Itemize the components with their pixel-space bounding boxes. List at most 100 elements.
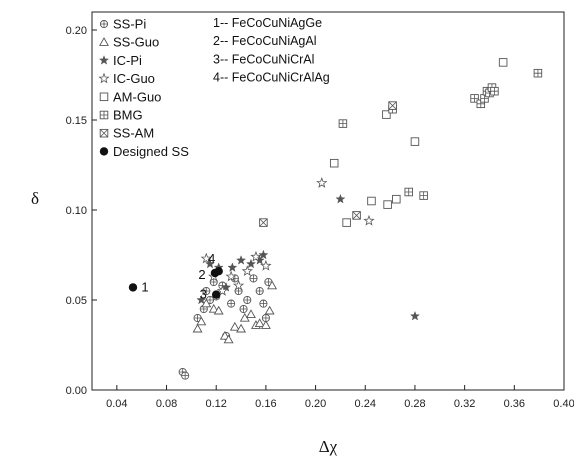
legend-label: SS-Guo [113, 35, 159, 50]
data-point [250, 250, 262, 262]
y-tick-label: 0.10 [66, 205, 87, 217]
data-point [219, 330, 230, 340]
y-tick-label: 0.20 [66, 25, 87, 37]
data-point [352, 211, 361, 220]
x-tick-label: 0.24 [355, 398, 376, 410]
x-tick-label: 0.12 [205, 398, 226, 410]
legend-marker [99, 19, 109, 29]
data-point [128, 283, 138, 292]
data-marks [128, 58, 543, 380]
point-annotation: 2 [198, 267, 205, 282]
data-point [316, 177, 328, 188]
data-point [388, 101, 397, 110]
y-tick-label: 0.05 [66, 295, 87, 307]
data-point [498, 58, 508, 67]
legend-label: IC-Pi [113, 53, 142, 68]
data-point [383, 200, 392, 209]
data-point [260, 320, 271, 329]
x-axis-title: Δχ [319, 437, 338, 456]
legend-marker [98, 55, 110, 65]
data-point [216, 285, 229, 296]
data-point [409, 310, 421, 321]
data-point [392, 194, 401, 204]
data-point [419, 191, 428, 200]
legend-label: IC-Guo [113, 71, 155, 86]
data-point [338, 119, 348, 128]
data-point [259, 299, 268, 308]
point-annotation: 1 [141, 279, 148, 294]
data-point [259, 218, 268, 227]
x-tick-label: 0.32 [454, 398, 475, 410]
series-designed-ss [128, 267, 223, 299]
legend-marker [99, 37, 109, 46]
data-point [200, 252, 212, 264]
composition-list: 1-- FeCoCuNiAgGe 2-- FeCoCuNiAgAl 3-- FeCo… [213, 16, 330, 85]
data-point [241, 265, 253, 277]
data-point [404, 187, 413, 197]
legend: SS-Pi SS-Guo IC-Pi IC-Guo AM-Guo BMG SS-AM Desi… [98, 17, 189, 159]
y-tick-label: 0.15 [66, 115, 87, 127]
data-point [192, 323, 203, 333]
data-point [329, 158, 339, 168]
data-point [208, 303, 219, 313]
legend-marker [99, 92, 109, 102]
data-point [212, 290, 221, 299]
data-point [363, 214, 375, 226]
data-point [214, 267, 223, 276]
data-point [223, 334, 234, 344]
y-tick-label: 0.00 [66, 385, 87, 397]
data-point [229, 321, 240, 331]
data-point [367, 196, 376, 206]
data-point [533, 68, 543, 78]
legend-label: BMG [113, 108, 143, 123]
x-tick-label: 0.20 [305, 398, 326, 410]
data-point [267, 280, 278, 290]
legend-marker [99, 147, 109, 156]
point-annotation: 4 [208, 251, 215, 266]
composition-label: 2-- FeCoCuNiAgAl [213, 34, 317, 48]
data-point [335, 193, 346, 204]
data-point [260, 259, 272, 271]
plot-frame [91, 11, 565, 391]
x-tick-label: 0.08 [156, 398, 177, 410]
series-ic-guo [200, 177, 375, 296]
data-point [235, 255, 247, 265]
data-point [254, 318, 265, 328]
data-point [204, 258, 216, 269]
legend-label: Designed SS [113, 144, 189, 159]
x-tick-label: 0.16 [255, 398, 276, 410]
data-point [181, 371, 190, 380]
data-point [239, 304, 248, 314]
series-am-guo [329, 58, 508, 227]
data-point [201, 298, 212, 308]
legend-marker [99, 110, 109, 120]
data-point [225, 270, 237, 282]
data-point [243, 295, 252, 305]
data-point [213, 305, 224, 315]
point-annotation: 3 [200, 287, 207, 302]
series-ss-am [259, 101, 397, 227]
legend-label: AM-Guo [113, 89, 161, 104]
axis-ticks: 0.04 0.08 0.12 0.16 0.20 0.24 0.28 0.32 0.36 0.40… [66, 25, 574, 410]
data-point [236, 323, 247, 333]
series-bmg [338, 68, 543, 200]
data-point [232, 279, 245, 291]
data-point [342, 218, 351, 227]
data-point [246, 309, 256, 319]
series-ss-pi [178, 274, 273, 380]
data-point [245, 258, 257, 269]
data-point [490, 86, 499, 96]
x-tick-label: 0.40 [553, 398, 574, 410]
data-point [227, 299, 236, 308]
x-tick-label: 0.36 [504, 398, 525, 410]
legend-label: SS-Pi [113, 17, 146, 32]
data-point [410, 137, 420, 146]
legend-marker [99, 128, 109, 138]
data-point [196, 294, 207, 305]
data-point [255, 286, 264, 296]
x-tick-label: 0.28 [404, 398, 425, 410]
y-axis-title: δ [31, 189, 39, 208]
legend-marker [98, 72, 110, 84]
data-point [470, 94, 479, 103]
